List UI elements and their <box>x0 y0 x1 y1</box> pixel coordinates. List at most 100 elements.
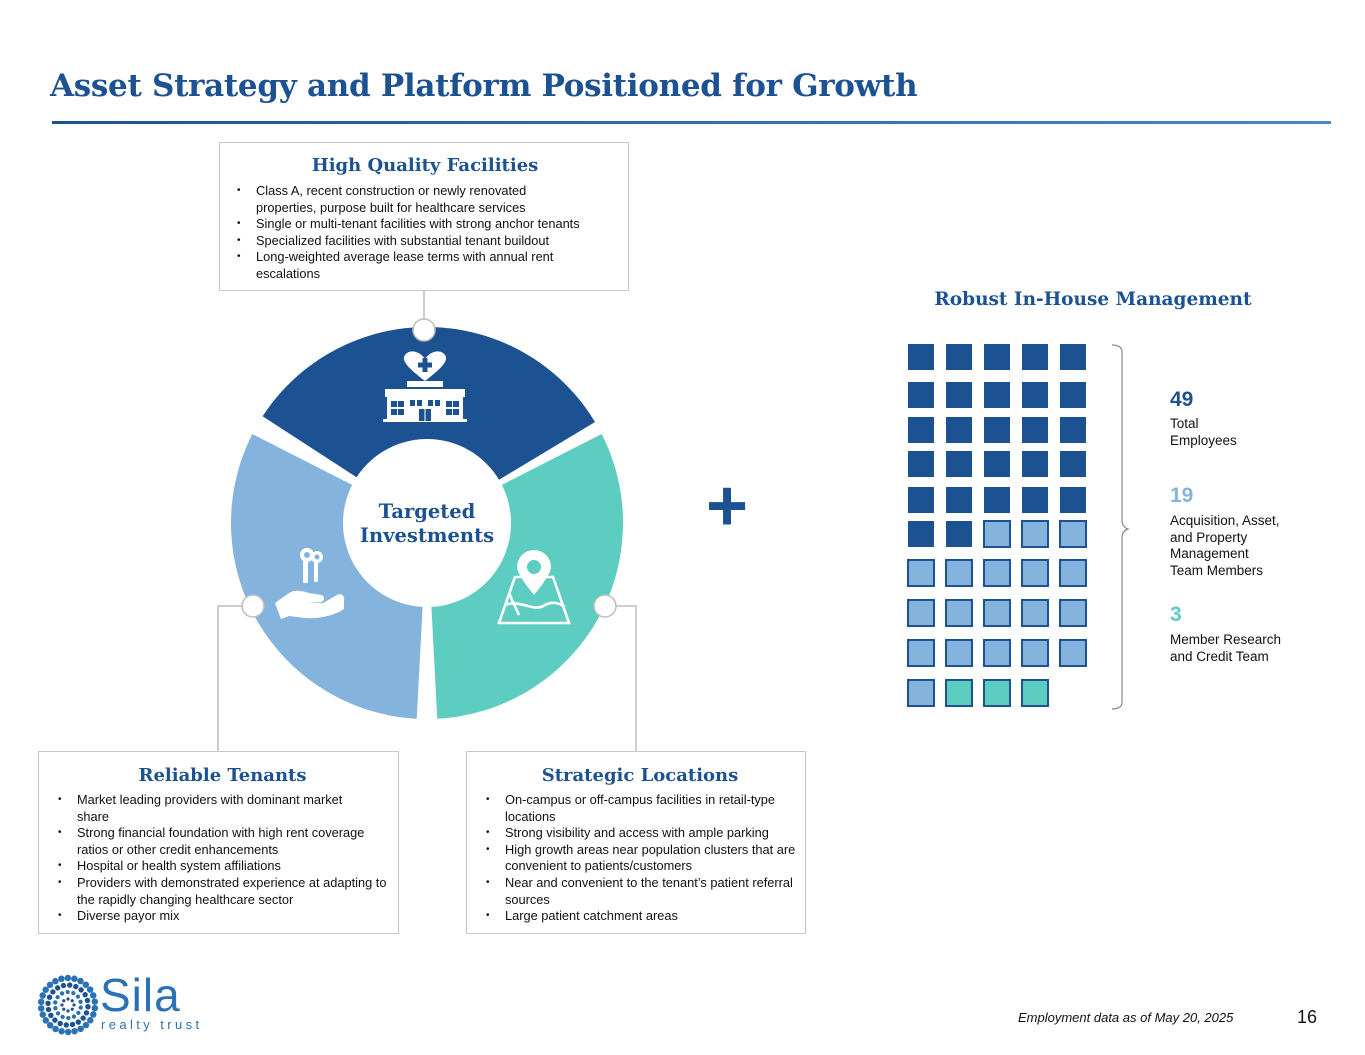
employee-square <box>1021 559 1049 587</box>
keys-in-hand-icon <box>275 548 345 619</box>
employee-square <box>946 344 972 370</box>
logo-dot <box>66 997 70 1001</box>
logo-dot <box>90 1011 97 1018</box>
employee-square <box>984 344 1010 370</box>
high-quality-title: High Quality Facilities <box>311 155 539 176</box>
employee-square <box>1059 599 1087 627</box>
employee-square <box>984 382 1010 408</box>
strategic-locations-title: Strategic Locations <box>541 765 739 786</box>
employee-square <box>984 451 1010 477</box>
employee-square <box>946 521 972 547</box>
employee-square <box>946 451 972 477</box>
hospital-icon <box>383 351 467 422</box>
reliable-tenants-bullets: Market leading providers with dominant m… <box>57 792 388 925</box>
strategic-locations-bullets: On-campus or off-campus facilities in re… <box>485 792 795 925</box>
employee-square <box>1022 382 1048 408</box>
logo-dot <box>55 994 60 1000</box>
list-item: Single or multi-tenant facilities with s… <box>236 216 614 233</box>
employee-square <box>1060 382 1086 408</box>
list-item: Hospital or health system affiliations <box>57 858 388 875</box>
employee-square <box>946 417 972 443</box>
employee-square <box>1060 451 1086 477</box>
logo-dot <box>76 1010 81 1016</box>
logo-dot <box>83 1010 90 1016</box>
logo-dot <box>91 1004 99 1012</box>
logo-dot <box>60 1014 65 1019</box>
employee-square <box>946 487 972 513</box>
logo-dot <box>55 1011 61 1016</box>
employee-square <box>1021 520 1049 548</box>
logo-wordmark: Sila <box>100 969 181 1021</box>
logo-dot <box>52 977 59 985</box>
employee-square <box>1021 639 1049 667</box>
list-item: On-campus or off-campus facilities in re… <box>485 792 795 825</box>
list-item: Providers with demonstrated experience a… <box>57 875 388 908</box>
logo-dot <box>87 1016 94 1024</box>
strategic-locations-box: Strategic Locations On-campus or off-cam… <box>466 751 806 934</box>
employee-square <box>1060 487 1086 513</box>
logo-dot <box>53 1006 58 1011</box>
employee-square <box>908 382 934 408</box>
employee-square <box>1022 451 1048 477</box>
logo-dot <box>48 1012 54 1019</box>
logo-dot <box>62 999 66 1003</box>
employee-square <box>945 559 973 587</box>
logo-dot <box>46 994 53 1000</box>
logo-dot <box>62 1007 66 1011</box>
logo-dot <box>82 1021 90 1029</box>
logo-dot <box>78 987 84 993</box>
logo-dot <box>77 1025 84 1033</box>
logo-dot <box>89 992 97 999</box>
employee-square <box>907 559 935 587</box>
employee-square <box>1022 344 1048 370</box>
employee-square <box>983 639 1011 667</box>
logo-dot <box>50 989 56 995</box>
logo-dot <box>39 992 46 999</box>
logo-dot <box>72 1003 76 1007</box>
employee-square <box>983 520 1011 548</box>
page-number: 16 <box>1297 1007 1318 1027</box>
logo-dot <box>42 986 49 994</box>
employee-square <box>907 679 935 707</box>
logo-dot <box>60 982 67 989</box>
logo-subtitle: realty trust <box>101 1017 203 1032</box>
stat-research-number: 3 <box>1170 603 1182 626</box>
logo-dot <box>70 999 74 1003</box>
wheel-center-label-line2: Investments <box>360 524 494 547</box>
logo-dot <box>58 975 65 983</box>
employee-square <box>945 639 973 667</box>
management-title: Robust In-House Management <box>934 289 1252 310</box>
footnote: Employment data as of May 20, 2025 <box>1018 1010 1234 1025</box>
logo-dot <box>45 1000 51 1006</box>
list-item: Near and convenient to the tenant’s pati… <box>485 875 795 908</box>
wheel-segment-reliable-tenants <box>230 434 423 719</box>
employee-square <box>908 344 934 370</box>
stat-research-label: Member Research and Credit Team <box>1170 632 1282 664</box>
reliable-tenants-title: Reliable Tenants <box>138 765 307 786</box>
logo-dot <box>82 991 88 998</box>
logo-dot <box>52 1025 59 1033</box>
logo-dot <box>45 1006 52 1013</box>
logo-dot <box>91 998 99 1005</box>
list-item: High growth areas near population cluste… <box>485 842 805 875</box>
logo-dot <box>57 1020 63 1027</box>
logo-dot <box>64 1028 72 1036</box>
employee-square <box>1059 639 1087 667</box>
high-quality-facilities-box: High Quality Facilities Class A, recent … <box>219 142 629 291</box>
employee-square <box>908 417 934 443</box>
logo-dot <box>73 983 79 990</box>
employee-square <box>984 417 1010 443</box>
employee-square <box>1022 487 1048 513</box>
list-item: Large patient catchment areas <box>485 908 795 925</box>
logo-dot <box>71 991 76 996</box>
employee-square <box>1060 344 1086 370</box>
high-quality-bullets: Class A, recent construction or newly re… <box>236 183 614 283</box>
logo-dot <box>52 1017 58 1023</box>
logo-dot <box>71 1027 78 1035</box>
logo-dot <box>78 1005 83 1010</box>
employee-square <box>907 599 935 627</box>
employee-square <box>984 487 1010 513</box>
page-title: Asset Strategy and Platform Positioned f… <box>50 68 918 104</box>
logo-dot <box>67 982 73 988</box>
logo-dot <box>85 1004 91 1010</box>
